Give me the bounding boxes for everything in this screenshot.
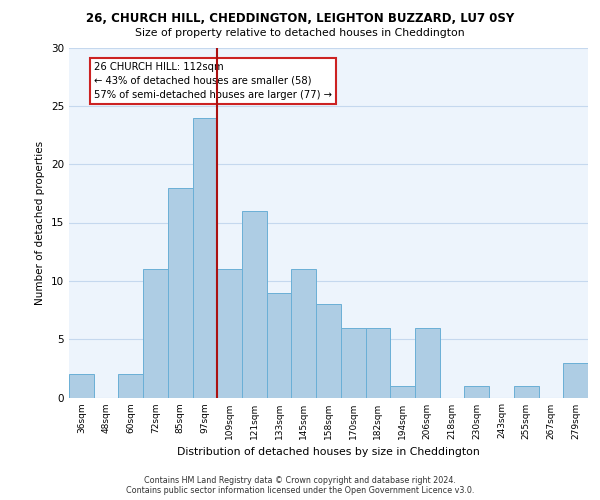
Text: Contains public sector information licensed under the Open Government Licence v3: Contains public sector information licen…: [126, 486, 474, 495]
Bar: [118, 374, 143, 398]
Text: Size of property relative to detached houses in Cheddington: Size of property relative to detached ho…: [135, 28, 465, 38]
Bar: [365, 328, 390, 398]
Bar: [390, 386, 415, 398]
Bar: [242, 211, 267, 398]
Bar: [316, 304, 341, 398]
Text: Contains HM Land Registry data © Crown copyright and database right 2024.: Contains HM Land Registry data © Crown c…: [144, 476, 456, 485]
Y-axis label: Number of detached properties: Number of detached properties: [35, 140, 46, 304]
Bar: [514, 386, 539, 398]
X-axis label: Distribution of detached houses by size in Cheddington: Distribution of detached houses by size …: [177, 447, 480, 457]
Bar: [217, 269, 242, 398]
Bar: [193, 118, 217, 398]
Bar: [168, 188, 193, 398]
Bar: [415, 328, 440, 398]
Bar: [341, 328, 365, 398]
Bar: [143, 269, 168, 398]
Text: 26 CHURCH HILL: 112sqm
← 43% of detached houses are smaller (58)
57% of semi-det: 26 CHURCH HILL: 112sqm ← 43% of detached…: [94, 62, 332, 100]
Bar: [464, 386, 489, 398]
Bar: [267, 292, 292, 398]
Bar: [563, 362, 588, 398]
Bar: [292, 269, 316, 398]
Bar: [69, 374, 94, 398]
Text: 26, CHURCH HILL, CHEDDINGTON, LEIGHTON BUZZARD, LU7 0SY: 26, CHURCH HILL, CHEDDINGTON, LEIGHTON B…: [86, 12, 514, 26]
